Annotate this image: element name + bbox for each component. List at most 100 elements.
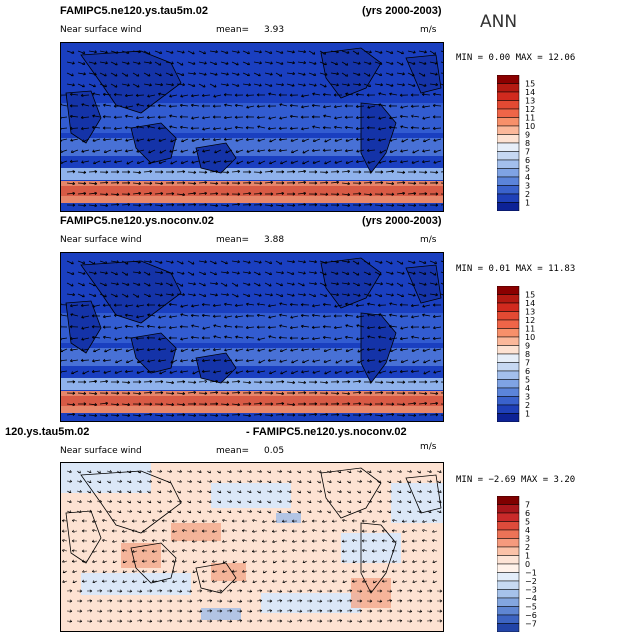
wind-vector (201, 519, 208, 523)
wind-vector (411, 519, 418, 523)
wind-vector (116, 470, 121, 474)
colorbar-swatch (496, 495, 520, 505)
wind-vector (257, 138, 266, 142)
wind-vector (241, 579, 248, 583)
wind-vector (142, 580, 148, 584)
wind-vector (176, 479, 182, 483)
wind-vector (198, 50, 206, 55)
wind-vector (363, 260, 371, 265)
wind-vector (341, 72, 348, 77)
wind-vector (196, 619, 203, 623)
wind-vector (176, 391, 186, 396)
wind-vector (196, 599, 203, 603)
wind-vector (236, 599, 243, 603)
wind-vector (388, 337, 398, 341)
wind-vector (103, 160, 112, 164)
wind-vector (257, 348, 266, 352)
wind-vector (88, 402, 98, 407)
wind-vector (376, 490, 382, 494)
colorbar-swatch (496, 176, 520, 186)
wind-vector (180, 94, 189, 98)
wind-vector (222, 519, 228, 523)
wind-vector (386, 589, 393, 593)
wind-vector (433, 149, 442, 153)
wind-vector (400, 359, 409, 363)
wind-vector (224, 315, 233, 319)
wind-vector (366, 126, 376, 130)
wind-vector (418, 203, 428, 207)
wind-vector (242, 413, 252, 418)
wind-vector (187, 402, 197, 406)
wind-vector (336, 619, 343, 623)
wind-vector (88, 260, 96, 265)
wind-vector (66, 50, 75, 54)
wind-vector (330, 203, 340, 207)
wind-vector (226, 510, 232, 514)
wind-vector (385, 83, 394, 87)
wind-vector (429, 413, 439, 417)
wind-vector (198, 379, 208, 384)
wind-vector (76, 619, 83, 623)
wind-vector (297, 413, 307, 417)
wind-vector (392, 580, 398, 584)
wind-vector (166, 469, 173, 473)
wind-vector (266, 599, 273, 603)
wind-vector (407, 72, 415, 77)
wind-vector (374, 293, 383, 297)
wind-vector (106, 480, 111, 484)
wind-vector (156, 599, 163, 603)
wind-vector (126, 500, 132, 504)
wind-vector (132, 72, 140, 77)
wind-vector (266, 480, 272, 484)
wind-vector (246, 348, 255, 352)
wind-vector (352, 560, 358, 563)
wind-vector (322, 314, 332, 318)
wind-vector (96, 480, 102, 484)
wind-vector (92, 519, 98, 523)
wind-vector (412, 570, 418, 573)
wind-vector (176, 192, 186, 197)
wind-vector (181, 549, 188, 553)
wind-vector (367, 370, 376, 374)
wind-vector (61, 337, 68, 341)
wind-vector (110, 170, 120, 174)
wind-vector (296, 490, 302, 494)
wind-vector (352, 293, 361, 297)
wind-vector (252, 519, 258, 523)
wind-vector (336, 509, 342, 513)
wind-vector (257, 337, 266, 341)
wind-vector (206, 509, 212, 513)
wind-vector (126, 160, 134, 165)
wind-vector (362, 569, 368, 573)
wind-vector (253, 260, 262, 264)
wind-vector (242, 61, 251, 66)
wind-vector (361, 539, 368, 543)
colorbar-swatch (496, 311, 520, 321)
wind-vector (110, 203, 120, 207)
wind-vector (253, 192, 263, 196)
panel3-max-value: 3.20 (553, 475, 576, 485)
wind-vector (121, 549, 128, 553)
wind-vector (82, 138, 90, 143)
wind-vector (135, 336, 145, 340)
wind-vector (376, 470, 382, 473)
wind-vector (256, 93, 266, 97)
wind-vector (147, 313, 156, 317)
wind-vector (432, 104, 442, 108)
wind-vector (176, 260, 184, 265)
wind-vector (311, 337, 321, 341)
wind-vector (385, 271, 394, 275)
wind-vector (126, 599, 133, 603)
wind-vector (176, 619, 183, 623)
wind-vector (396, 510, 402, 514)
wind-vector (162, 570, 168, 574)
wind-vector (106, 619, 113, 623)
wind-vector (245, 335, 255, 340)
wind-vector (212, 348, 222, 352)
wind-vector (116, 490, 122, 493)
wind-vector (356, 500, 362, 503)
wind-vector (363, 170, 373, 174)
wind-vector (209, 192, 219, 196)
wind-vector (272, 539, 278, 543)
